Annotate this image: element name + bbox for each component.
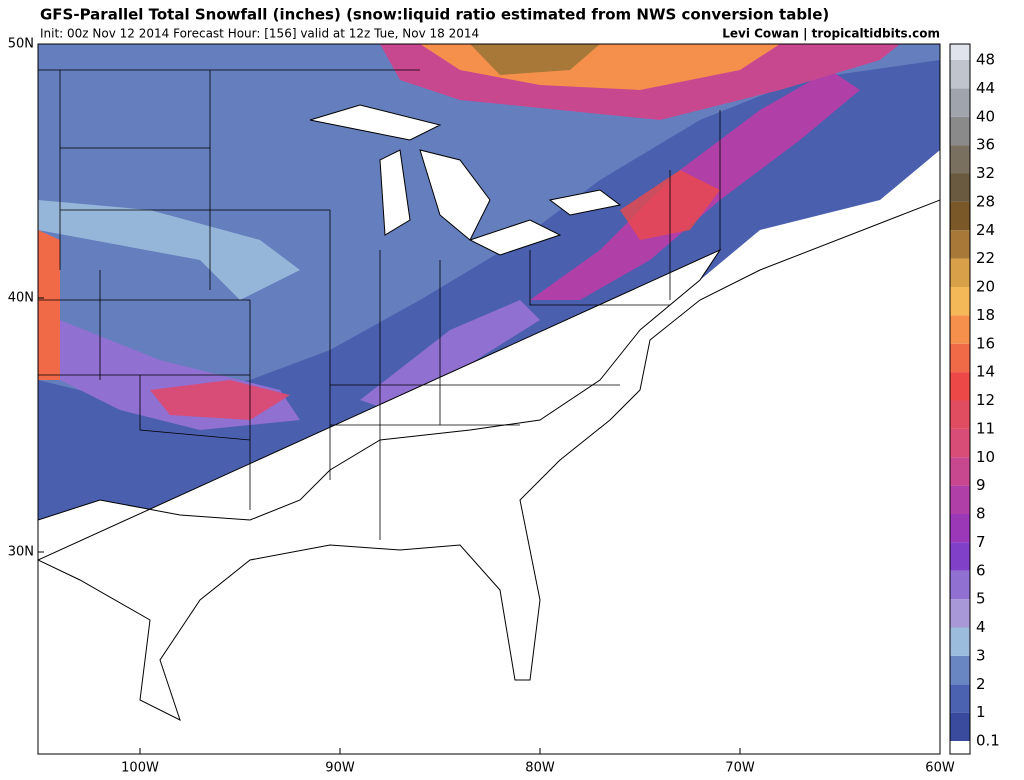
colorbar-segment xyxy=(950,485,970,514)
colorbar-segment xyxy=(950,514,970,543)
colorbar-label: 36 xyxy=(976,136,995,154)
snow-band xyxy=(150,380,290,420)
colorbar-segment xyxy=(950,116,970,146)
colorbar-segment xyxy=(950,258,970,287)
colorbar-segment xyxy=(950,570,970,600)
colorbar-label: 16 xyxy=(976,334,995,352)
lat-label: 30N xyxy=(8,545,34,560)
map xyxy=(38,44,940,754)
lon-label: 60W xyxy=(925,761,955,776)
colorbar-segment xyxy=(950,372,970,401)
snow-band xyxy=(360,300,540,410)
colorbar-label: 4 xyxy=(976,618,986,636)
colorbar-label: 9 xyxy=(976,476,986,494)
colorbar-segment xyxy=(950,684,970,713)
colorbar-label: 1 xyxy=(976,703,986,721)
colorbar-label: 32 xyxy=(976,164,995,182)
colorbar-label: 8 xyxy=(976,505,986,523)
colorbar-label: 12 xyxy=(976,391,995,409)
colorbar-label: 18 xyxy=(976,306,995,324)
snow-region xyxy=(38,200,300,300)
colorbar-label: 48 xyxy=(976,51,995,69)
great-lakes xyxy=(309,104,622,256)
colorbar-segment xyxy=(950,599,970,628)
colorbar-segment xyxy=(950,173,970,202)
legend: 0.11234567891011121416182022242832364044… xyxy=(949,43,1000,755)
title: GFS-Parallel Total Snowfall (inches) (sn… xyxy=(40,6,829,24)
lat-label: 50N xyxy=(8,37,34,52)
subtitle: Init: 00z Nov 12 2014 Forecast Hour: [15… xyxy=(40,27,479,41)
colorbar-segment xyxy=(950,44,970,60)
colorbar-label: 40 xyxy=(976,107,995,125)
colorbar-segment xyxy=(950,201,970,231)
axes: 50N 40N 30N 100W 90W 80W 70W 60W xyxy=(8,37,955,776)
snow-free-area xyxy=(38,199,940,754)
snow-band xyxy=(470,44,600,75)
colorbar-segment xyxy=(950,88,970,117)
colorbar-segment xyxy=(950,457,970,486)
colorbar-segment xyxy=(950,627,970,656)
colorbar-label: 3 xyxy=(976,646,986,664)
snow-band xyxy=(38,230,60,380)
lon-label: 90W xyxy=(325,761,355,776)
colorbar-label: 11 xyxy=(976,419,995,437)
lon-label: 80W xyxy=(525,761,555,776)
colorbar-label: 6 xyxy=(976,561,986,579)
colorbar-label: 0.1 xyxy=(976,732,1000,750)
colorbar-segment xyxy=(950,343,970,373)
colorbar-label: 28 xyxy=(976,192,995,210)
colorbar-label: 44 xyxy=(976,79,995,97)
colorbar-label: 5 xyxy=(976,590,986,608)
lon-label: 70W xyxy=(725,761,755,776)
credit: Levi Cowan | tropicaltidbits.com xyxy=(722,27,940,41)
colorbar-segment xyxy=(950,655,970,685)
colorbar-segment xyxy=(950,741,970,754)
colorbar-segment xyxy=(950,542,970,571)
colorbar-label: 22 xyxy=(976,249,995,267)
colorbar-label: 10 xyxy=(976,448,995,466)
colorbar-label: 20 xyxy=(976,278,995,296)
colorbar-segment xyxy=(950,287,970,316)
colorbar-label: 24 xyxy=(976,221,995,239)
colorbar-segment xyxy=(950,145,970,174)
lat-label: 40N xyxy=(8,291,34,306)
map-frame xyxy=(37,43,941,755)
colorbar-segment xyxy=(950,315,970,344)
colorbar-segment xyxy=(950,428,970,458)
colorbar-segment xyxy=(950,60,970,89)
colorbar-segment xyxy=(950,400,970,429)
snow-region xyxy=(38,44,940,400)
colorbar-label: 2 xyxy=(976,675,986,693)
colorbar-label: 14 xyxy=(976,363,995,381)
colorbar-label: 7 xyxy=(976,533,986,551)
colorbar-frame xyxy=(949,43,971,755)
colorbar-segment xyxy=(950,230,970,259)
lon-label: 100W xyxy=(121,761,159,776)
colorbar-segment xyxy=(950,712,970,741)
state-borders xyxy=(38,69,721,540)
